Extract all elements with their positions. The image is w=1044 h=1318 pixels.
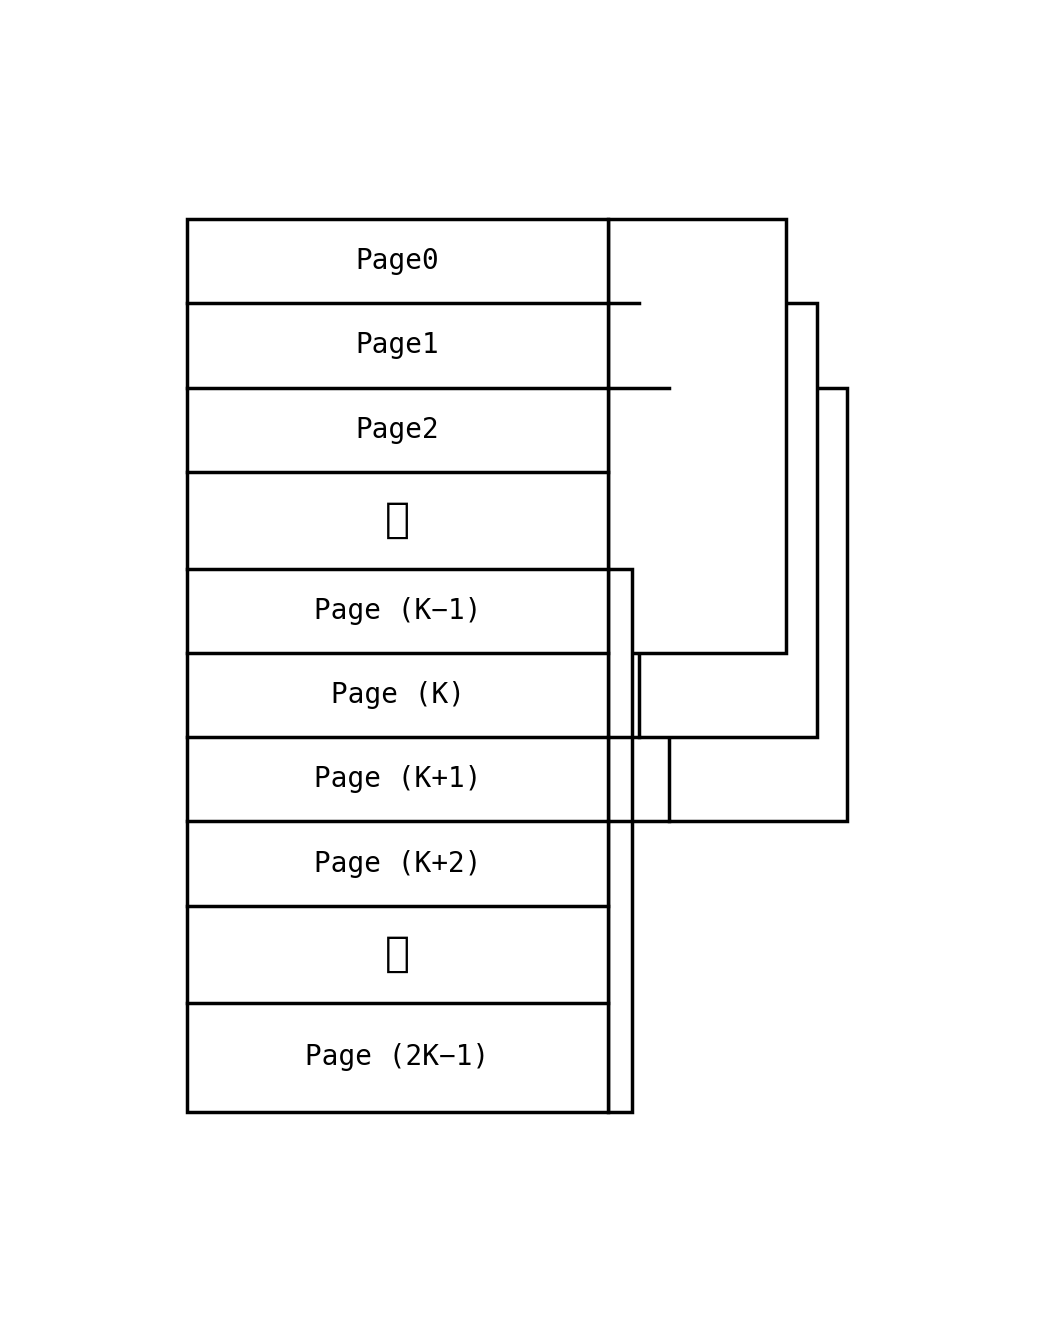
Bar [187,219,608,1112]
Text: ⋮: ⋮ [385,933,410,975]
Text: ⋮: ⋮ [385,500,410,542]
Bar [639,303,816,737]
Text: Page (K+1): Page (K+1) [314,766,481,793]
Text: Page0: Page0 [356,248,440,275]
Text: Page (K−1): Page (K−1) [314,597,481,625]
Bar [669,387,848,821]
Bar [608,568,633,1112]
Text: Page (K+2): Page (K+2) [314,850,481,878]
Text: Page2: Page2 [356,415,440,444]
Text: Page (2K−1): Page (2K−1) [306,1044,490,1072]
Text: Page1: Page1 [356,331,440,360]
Text: Page (K): Page (K) [331,681,465,709]
Bar [608,219,786,652]
